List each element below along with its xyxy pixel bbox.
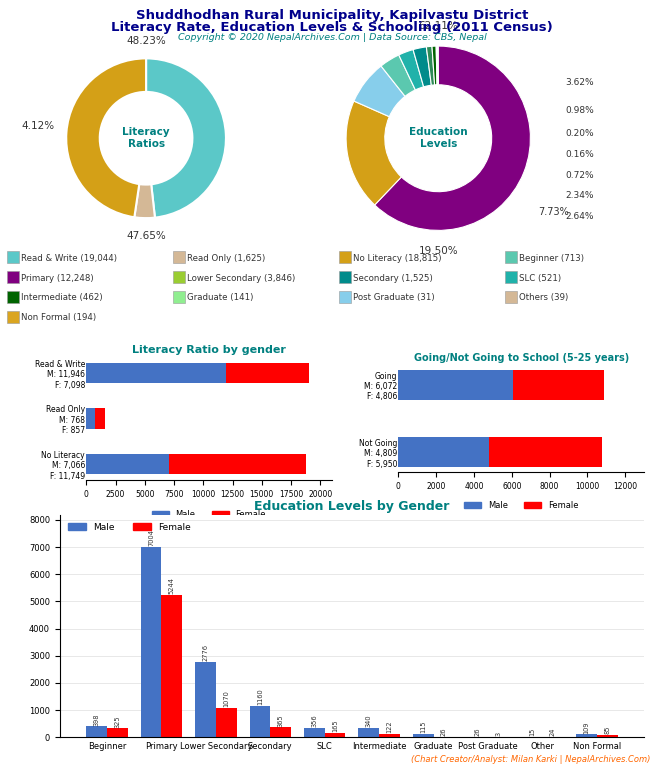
Wedge shape — [436, 46, 438, 84]
Bar — [195, 662, 216, 737]
Bar — [489, 437, 602, 468]
Text: Read Only (1,625): Read Only (1,625) — [187, 253, 266, 263]
Wedge shape — [374, 46, 531, 230]
Text: 85: 85 — [604, 726, 610, 734]
Text: 3: 3 — [495, 732, 501, 737]
Bar — [576, 734, 597, 737]
Text: 1160: 1160 — [257, 688, 263, 705]
Bar — [379, 734, 400, 737]
Text: 15: 15 — [529, 728, 535, 736]
Text: 26: 26 — [475, 727, 481, 736]
Text: 48.23%: 48.23% — [126, 36, 166, 46]
Bar — [226, 362, 309, 383]
Text: 3.62%: 3.62% — [565, 78, 594, 88]
Text: Graduate (141): Graduate (141) — [187, 293, 254, 303]
Wedge shape — [413, 47, 432, 87]
Bar — [86, 454, 169, 475]
Bar — [96, 409, 106, 429]
Text: 2776: 2776 — [203, 644, 208, 661]
Text: 356: 356 — [311, 714, 317, 727]
Bar — [398, 369, 513, 400]
Text: 398: 398 — [94, 713, 100, 726]
Wedge shape — [146, 58, 226, 217]
Bar — [398, 437, 489, 468]
Text: 0.20%: 0.20% — [565, 129, 594, 138]
Bar — [413, 734, 434, 737]
Bar — [325, 733, 345, 737]
Text: 7004: 7004 — [148, 529, 154, 546]
Text: SLC (521): SLC (521) — [519, 273, 561, 283]
Text: Copyright © 2020 NepalArchives.Com | Data Source: CBS, Nepal: Copyright © 2020 NepalArchives.Com | Dat… — [178, 33, 486, 42]
Text: 122: 122 — [386, 720, 392, 733]
Text: (Chart Creator/Analyst: Milan Karki | NepalArchives.Com): (Chart Creator/Analyst: Milan Karki | Ne… — [411, 755, 651, 764]
Text: Primary (12,248): Primary (12,248) — [21, 273, 94, 283]
Text: 62.11%: 62.11% — [418, 21, 458, 31]
Text: 26: 26 — [441, 727, 447, 736]
Text: 24: 24 — [550, 727, 556, 736]
Wedge shape — [381, 55, 416, 96]
Text: 7.73%: 7.73% — [538, 207, 569, 217]
Bar — [359, 728, 379, 737]
Title: Literacy Ratio by gender: Literacy Ratio by gender — [132, 345, 286, 355]
Text: 19.50%: 19.50% — [418, 246, 458, 256]
Text: 0.98%: 0.98% — [565, 106, 594, 115]
Wedge shape — [399, 50, 424, 90]
Text: Shuddhodhan Rural Municipality, Kapilvastu District: Shuddhodhan Rural Municipality, Kapilvas… — [136, 9, 528, 22]
Bar — [86, 727, 107, 737]
Bar — [304, 727, 325, 737]
Bar — [169, 454, 307, 475]
Bar — [270, 727, 291, 737]
Wedge shape — [354, 66, 405, 117]
Text: Literacy
Ratios: Literacy Ratios — [122, 127, 170, 149]
Text: 4.12%: 4.12% — [22, 121, 55, 131]
Text: Lower Secondary (3,846): Lower Secondary (3,846) — [187, 273, 295, 283]
Wedge shape — [432, 46, 437, 85]
Text: Read & Write (19,044): Read & Write (19,044) — [21, 253, 118, 263]
Bar — [86, 362, 226, 383]
Text: Post Graduate (31): Post Graduate (31) — [353, 293, 435, 303]
Text: Literacy Rate, Education Levels & Schooling (2011 Census): Literacy Rate, Education Levels & School… — [111, 21, 553, 34]
Text: Others (39): Others (39) — [519, 293, 568, 303]
Text: Secondary (1,525): Secondary (1,525) — [353, 273, 433, 283]
Text: 115: 115 — [420, 721, 426, 733]
Text: 1070: 1070 — [223, 690, 229, 707]
Text: 2.34%: 2.34% — [565, 191, 594, 200]
Bar — [161, 595, 182, 737]
Text: 47.65%: 47.65% — [126, 230, 166, 240]
Text: No Literacy (18,815): No Literacy (18,815) — [353, 253, 442, 263]
Title: Going/Not Going to School (5-25 years): Going/Not Going to School (5-25 years) — [414, 353, 629, 362]
Wedge shape — [134, 184, 155, 218]
Wedge shape — [426, 46, 435, 85]
Bar — [86, 409, 96, 429]
Bar — [141, 547, 161, 737]
Text: 325: 325 — [114, 715, 120, 727]
Wedge shape — [346, 101, 401, 205]
Text: 0.16%: 0.16% — [565, 150, 594, 159]
Bar — [216, 708, 236, 737]
Wedge shape — [66, 58, 146, 217]
Text: 2.64%: 2.64% — [565, 212, 594, 221]
Legend: Male, Female: Male, Female — [149, 507, 270, 522]
Bar — [513, 369, 604, 400]
Bar — [597, 735, 618, 737]
Text: Intermediate (462): Intermediate (462) — [21, 293, 103, 303]
Text: Non Formal (194): Non Formal (194) — [21, 313, 96, 323]
Text: 109: 109 — [584, 721, 590, 733]
Text: 340: 340 — [366, 714, 372, 727]
Text: Beginner (713): Beginner (713) — [519, 253, 584, 263]
Text: 0.72%: 0.72% — [565, 170, 594, 180]
Legend: Male, Female: Male, Female — [64, 519, 195, 535]
Bar — [250, 706, 270, 737]
Text: 5244: 5244 — [169, 577, 175, 594]
Text: 365: 365 — [278, 714, 284, 727]
Title: Education Levels by Gender: Education Levels by Gender — [254, 501, 450, 513]
Legend: Male, Female: Male, Female — [461, 498, 582, 513]
Text: Education
Levels: Education Levels — [409, 127, 467, 149]
Text: 165: 165 — [332, 720, 338, 732]
Bar — [107, 729, 127, 737]
